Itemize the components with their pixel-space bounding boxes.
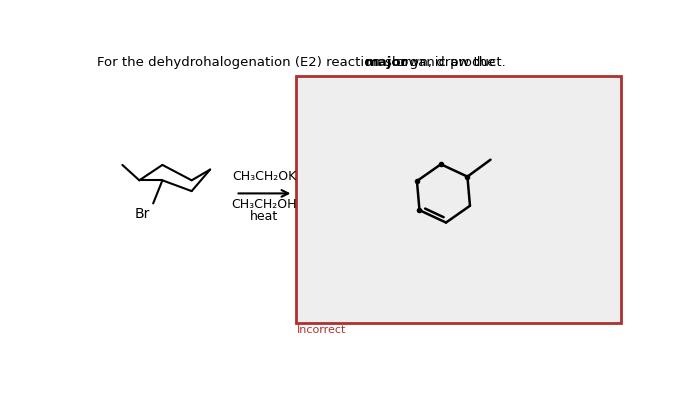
Text: Incorrect: Incorrect (297, 325, 346, 335)
Text: CH₃CH₂OK: CH₃CH₂OK (232, 170, 297, 183)
Text: major: major (365, 56, 408, 69)
Text: CH₃CH₂OH: CH₃CH₂OH (232, 198, 298, 211)
Bar (295, 76, 620, 323)
Text: For the dehydrohalogenation (E2) reaction shown, draw the: For the dehydrohalogenation (E2) reactio… (97, 56, 500, 69)
Text: organic product.: organic product. (392, 56, 505, 69)
Text: heat: heat (251, 210, 279, 223)
Text: Br: Br (134, 207, 150, 221)
